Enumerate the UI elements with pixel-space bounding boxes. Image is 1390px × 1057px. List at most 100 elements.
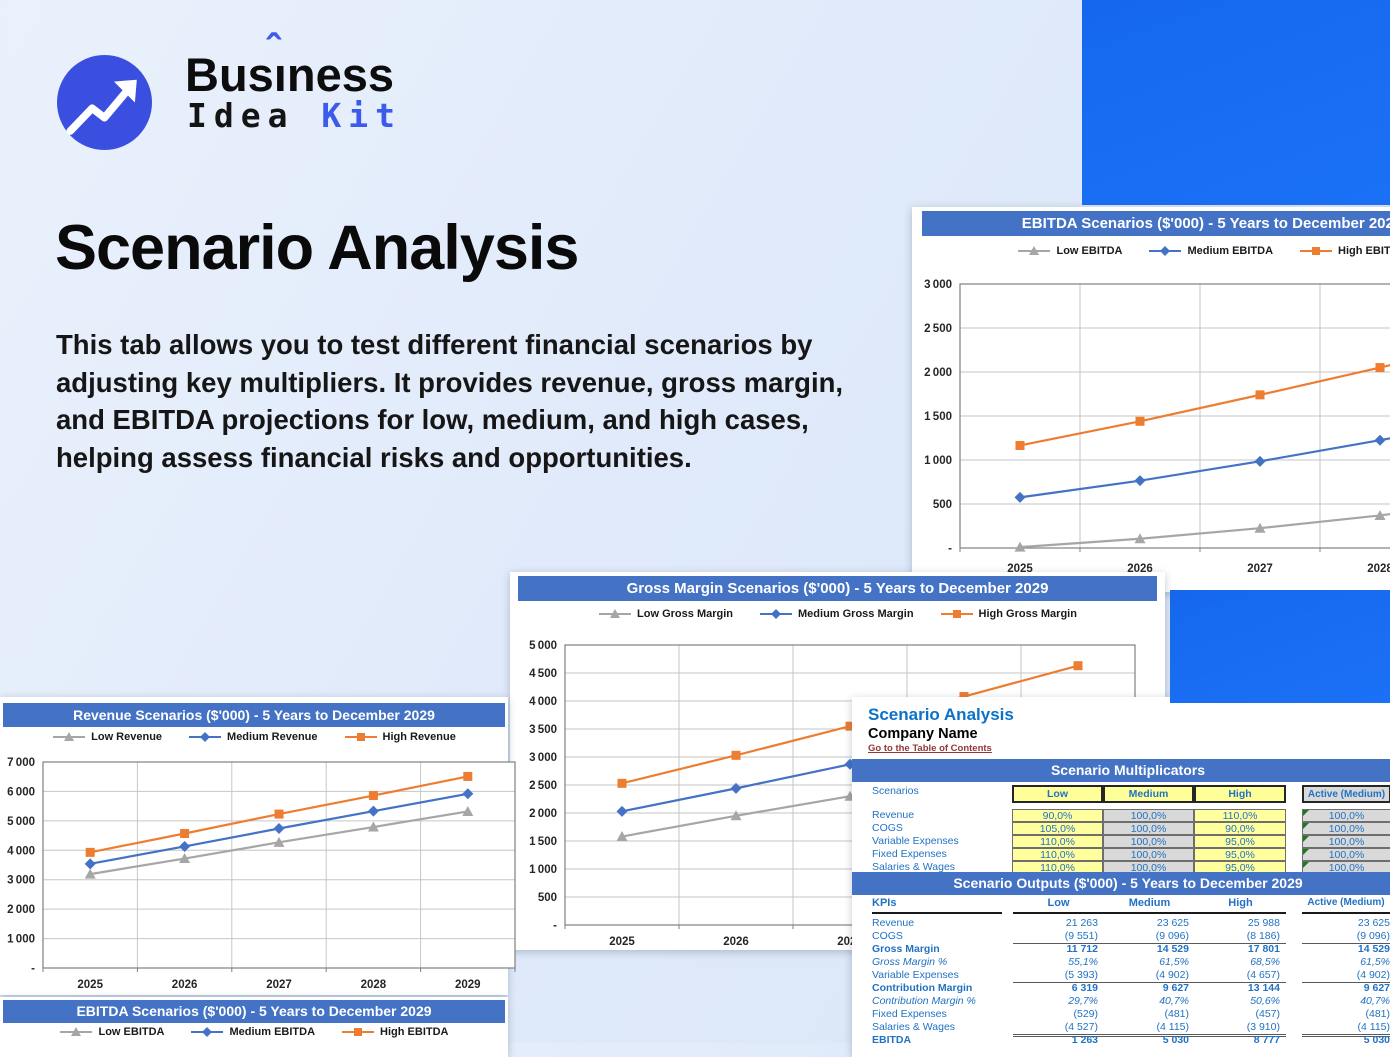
multiplier-cell[interactable]: 105,0% <box>1012 822 1103 835</box>
outputs-col-header-medium: Medium <box>1128 897 1171 909</box>
company-name: Company Name <box>868 726 978 742</box>
svg-text:4 000: 4 000 <box>529 696 557 708</box>
svg-text:6 000: 6 000 <box>7 786 35 798</box>
svg-text:3 000: 3 000 <box>529 752 557 764</box>
legend-label: High EBITDA <box>380 1026 449 1038</box>
legend-marker-square <box>940 610 973 618</box>
legend-marker-square <box>342 1028 375 1036</box>
svg-text:1 500: 1 500 <box>924 411 952 423</box>
active-multiplier-cell: 100,0% <box>1302 848 1390 861</box>
multiplicators-section-header: Scenario Multiplicators <box>852 759 1390 782</box>
svg-text:2 500: 2 500 <box>529 780 557 792</box>
output-value: 13 144 <box>1247 982 1280 994</box>
decorative-blue-rect-middle <box>1170 590 1390 703</box>
multiplier-cell[interactable]: 110,0% <box>1012 848 1103 861</box>
revenue-chart-legend: Low Revenue Medium Revenue High Revenue <box>3 731 505 743</box>
legend-item-medium-ebitda: Medium EBITDA <box>190 1026 315 1038</box>
output-value: (5 393) <box>1064 969 1098 981</box>
outputs-col-header-low: Low <box>1047 897 1070 909</box>
legend-item-high-ebitda: High EBITDA <box>341 1026 449 1038</box>
svg-text:2026: 2026 <box>172 979 198 991</box>
legend-marker-triangle <box>1018 246 1051 255</box>
brand-name-line2: Idea Kit <box>187 96 402 135</box>
kpi-label: Contribution Margin % <box>872 995 976 1007</box>
active-multiplier-cell: 100,0% <box>1302 809 1390 822</box>
svg-text:7 000: 7 000 <box>7 757 35 769</box>
output-value: 21 263 <box>1065 917 1098 929</box>
formula-flag-icon <box>1303 810 1309 816</box>
multiplier-cell: 100,0% <box>1103 822 1194 835</box>
legend-item-medium-revenue: Medium Revenue <box>188 731 318 743</box>
legend-item-high-ebitda: High EBITDA <box>1299 245 1390 257</box>
svg-text:2026: 2026 <box>723 936 749 948</box>
legend-item-low-ebitda: Low EBITDA <box>1017 245 1122 257</box>
svg-text:500: 500 <box>933 499 952 511</box>
multiplier-cell[interactable]: 90,0% <box>1194 822 1286 835</box>
output-value: 17 801 <box>1247 943 1280 955</box>
multiplier-cell: 100,0% <box>1103 848 1194 861</box>
legend-item-low-revenue: Low Revenue <box>52 731 162 743</box>
decorative-blue-rect-top <box>1082 0 1390 205</box>
output-value: 23 625 <box>1156 917 1189 929</box>
multiplier-cell[interactable]: 110,0% <box>1012 835 1103 848</box>
active-scenario-header: Active (Medium) <box>1302 785 1390 803</box>
kpi-label: EBITDA <box>872 1034 912 1046</box>
formula-flag-icon <box>1303 849 1309 855</box>
blue-caret-accent: ˆ <box>266 26 281 74</box>
legend-marker-square <box>1300 247 1333 255</box>
output-value: 9 627 <box>1162 982 1189 994</box>
legend-label: High EBITDA <box>1338 245 1390 257</box>
page-description: This tab allows you to test different fi… <box>56 329 844 474</box>
svg-text:2025: 2025 <box>77 979 103 991</box>
output-value: 68,5% <box>1250 956 1280 968</box>
output-value: 29,7% <box>1068 995 1098 1007</box>
ebitda-line-chart: -500 1 000 1 500 2 000 2 500 3 000 2025 2026 202… <box>912 269 1390 594</box>
kpi-label: Fixed Expenses <box>872 1008 947 1020</box>
row-label: Revenue <box>872 809 915 821</box>
multiplier-cell: 100,0% <box>1103 809 1194 822</box>
svg-text:1 000: 1 000 <box>7 934 35 946</box>
svg-text:1 000: 1 000 <box>529 864 557 876</box>
ebitda-bottom-chart-legend: Low EBITDA Medium EBITDA High EBITDA <box>3 1026 505 1038</box>
active-output-value: 23 625 <box>1357 917 1390 929</box>
svg-text:-: - <box>553 920 557 932</box>
row-label: Salaries & Wages <box>872 861 956 873</box>
svg-text:4 000: 4 000 <box>7 845 35 857</box>
output-value: (4 657) <box>1246 969 1280 981</box>
legend-item-high-gross-margin: High Gross Margin <box>940 608 1077 620</box>
svg-text:3 000: 3 000 <box>7 875 35 887</box>
legend-item-low-ebitda: Low EBITDA <box>59 1026 164 1038</box>
output-value: 11 712 <box>1066 943 1098 955</box>
kpi-label: Revenue <box>872 917 915 929</box>
multiplier-cell[interactable]: 110,0% <box>1194 809 1286 822</box>
table-of-contents-link[interactable]: Go to the Table of Contents <box>868 743 992 754</box>
multiplier-cell[interactable]: 95,0% <box>1194 835 1286 848</box>
legend-marker-diamond <box>189 732 222 742</box>
svg-text:-: - <box>31 963 35 975</box>
output-value: (457) <box>1255 1008 1280 1020</box>
active-output-value: 61,5% <box>1360 956 1390 968</box>
active-output-value: 40,7% <box>1360 995 1390 1007</box>
output-value: 25 988 <box>1247 917 1280 929</box>
kpi-label: COGS <box>872 930 903 942</box>
scenario-col-header-high: High <box>1194 785 1286 803</box>
svg-text:3 000: 3 000 <box>924 279 952 291</box>
revenue-chart-panel: Revenue Scenarios ($'000) - 5 Years to D… <box>0 697 516 995</box>
active-output-value: (4 115) <box>1302 1021 1390 1037</box>
legend-label: Medium EBITDA <box>1187 245 1274 257</box>
active-output-value: (4 902) <box>1302 969 1390 983</box>
svg-text:2 000: 2 000 <box>529 808 557 820</box>
legend-label: Low Revenue <box>91 731 163 743</box>
svg-text:2025: 2025 <box>609 936 635 948</box>
output-value: (4 115) <box>1156 1021 1190 1033</box>
output-value: (529) <box>1073 1008 1098 1020</box>
active-multiplier-cell: 100,0% <box>1302 835 1390 848</box>
multiplier-cell[interactable]: 95,0% <box>1194 848 1286 861</box>
active-output-value: (481) <box>1365 1008 1390 1020</box>
output-value: (4 902) <box>1155 969 1189 981</box>
svg-text:1 500: 1 500 <box>529 836 557 848</box>
multiplier-cell[interactable]: 90,0% <box>1012 809 1103 822</box>
page-title: Scenario Analysis <box>55 213 579 283</box>
svg-text:4 500: 4 500 <box>529 668 557 680</box>
